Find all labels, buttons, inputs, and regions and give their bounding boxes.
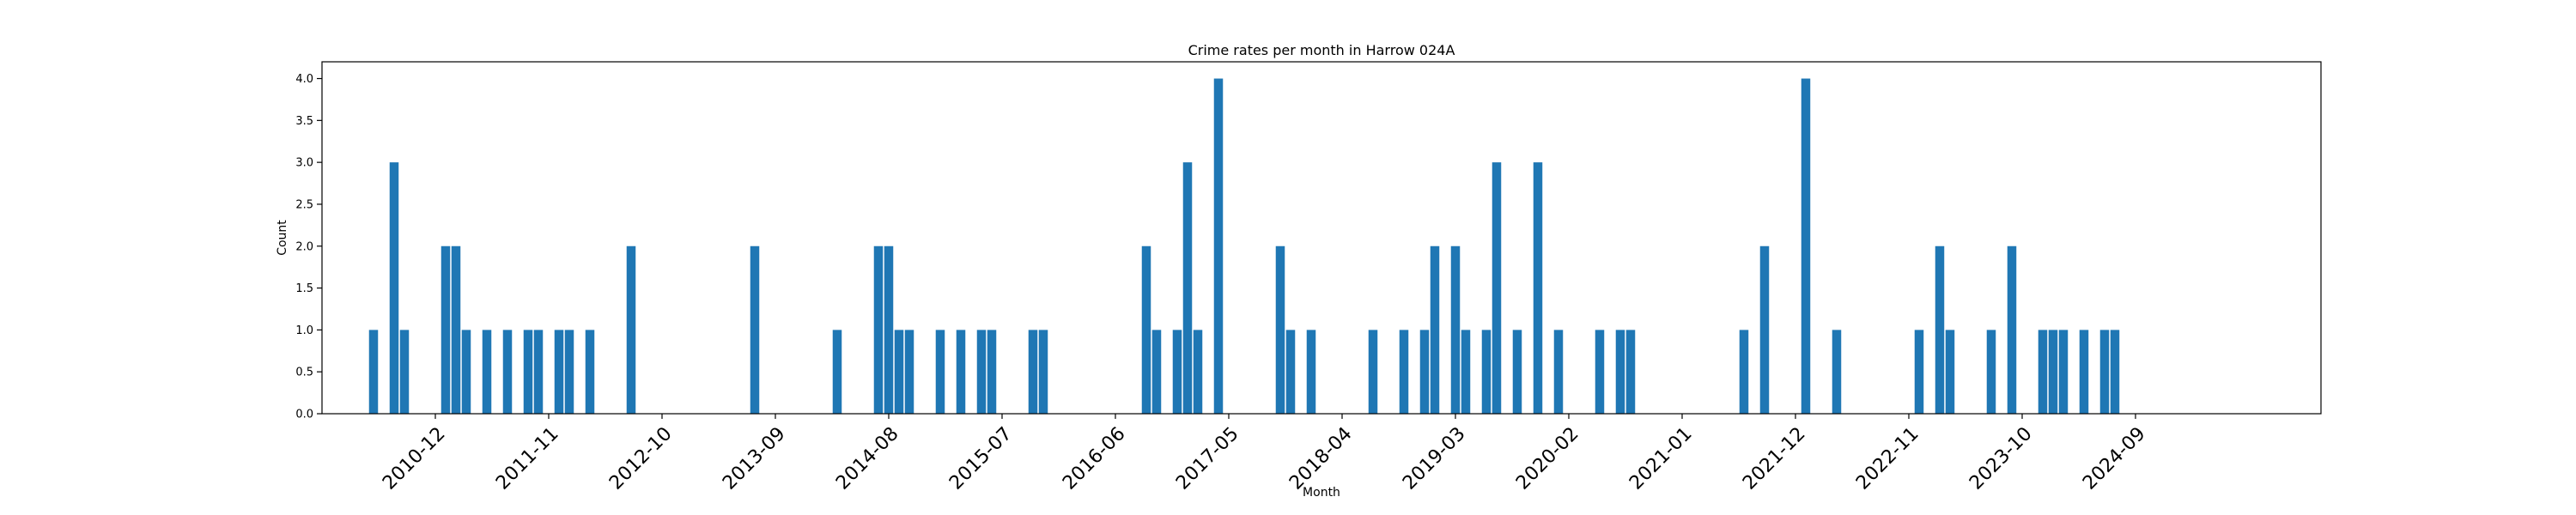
y-tick-label: 3.0 [295,157,313,170]
bar-2011-10 [533,330,544,414]
chart-title: Crime rates per month in Harrow 024A [1188,42,1455,58]
x-tick-label: 2011-11 [492,423,563,494]
x-tick-label: 2021-12 [1739,423,1810,494]
bar-2011-03 [461,330,471,414]
bar-2014-07 [873,245,884,414]
x-tick-label: 2016-06 [1059,423,1130,494]
x-tick-label: 2022-11 [1852,423,1923,494]
bar-2018-10 [1399,330,1409,414]
x-tick-label: 2012-10 [605,423,677,494]
bar-2022-01 [1801,78,1811,415]
bar-2023-12 [2038,330,2048,414]
x-tick-label: 2020-02 [1512,423,1583,494]
y-tick-label: 3.5 [295,115,313,128]
x-tick-label: 2023-10 [1965,423,2037,494]
bar-2018-01 [1306,330,1316,414]
bar-2022-04 [1832,330,1842,414]
bar-2014-10 [904,330,914,414]
bar-2022-12 [1914,330,1924,414]
bars [368,78,2120,415]
x-axis-ticks: 2010-12 2011-11 2012-10 2013-09 2014-08 2015-… [379,414,2150,494]
bar-2017-04 [1213,78,1224,415]
plot-frame [321,61,2322,415]
bar-2015-01 [935,330,945,414]
bar-2019-04 [1461,330,1471,414]
bar-2015-10 [1028,330,1038,414]
bar-2010-08 [389,162,399,414]
bar-2023-09 [2007,245,2017,414]
bar-2024-02 [2058,330,2069,414]
bar-2011-02 [451,245,461,414]
y-tick-label: 1.0 [295,324,313,337]
x-tick-label: 2013-09 [719,423,790,494]
x-tick-label: 2010-12 [379,423,450,494]
bar-2021-07 [1739,330,1749,414]
y-axis-ticks: 0.0 0.5 1.0 1.5 2.0 2.5 3.0 3.5 4.0 [295,73,322,421]
bar-2023-02 [1935,245,1945,414]
bar-2024-06 [2099,330,2110,414]
y-axis-label: Count [276,220,289,256]
x-tick-label: 2015-07 [945,423,1017,494]
bar-2015-11 [1038,330,1048,414]
bar-2016-12 [1172,330,1182,414]
bar-2015-06 [987,330,997,414]
bar-2019-01 [1430,245,1440,414]
bar-2017-10 [1275,245,1285,414]
bar-2018-07 [1368,330,1378,414]
y-tick-label: 0.0 [295,409,313,421]
x-tick-label: 2019-03 [1399,423,1470,494]
bar-2011-01 [440,245,451,414]
x-tick-label: 2021-01 [1625,423,1697,494]
bar-2020-07 [1615,330,1625,414]
bar-2018-12 [1419,330,1430,414]
bar-2014-09 [894,330,904,414]
y-tick-label: 1.5 [295,282,313,295]
bar-2019-11 [1533,162,1543,414]
bar-2011-09 [523,330,533,414]
bar-2010-06 [368,330,379,414]
bar-2017-01 [1182,162,1193,414]
bar-2024-04 [2079,330,2089,414]
bar-2020-08 [1625,330,1636,414]
bar-2010-09 [399,330,410,414]
bar-2019-03 [1450,245,1461,414]
bar-2020-05 [1595,330,1605,414]
y-tick-label: 2.0 [295,240,313,253]
bar-2013-07 [750,245,760,414]
bar-2021-09 [1759,245,1770,414]
bar-2015-03 [956,330,966,414]
x-tick-label: 2017-05 [1172,423,1243,494]
bar-2019-06 [1481,330,1492,414]
bar-2012-01 [564,330,574,414]
bar-2012-07 [626,245,636,414]
bar-2016-10 [1151,330,1162,414]
bar-2019-09 [1512,330,1522,414]
x-tick-label: 2018-04 [1285,423,1357,494]
bar-2024-01 [2048,330,2058,414]
x-axis-label: Month [1303,486,1340,500]
bar-2015-05 [976,330,987,414]
x-tick-label: 2014-08 [832,423,903,494]
bar-2017-11 [1285,330,1296,414]
x-tick-label: 2024-09 [2079,423,2150,494]
bar-2012-03 [585,330,595,414]
y-tick-label: 0.5 [295,367,313,379]
bar-2016-09 [1141,245,1151,414]
bar-2023-03 [1945,330,1955,414]
y-tick-label: 2.5 [295,198,313,211]
bar-2011-12 [554,330,564,414]
bar-2011-07 [502,330,513,414]
bar-2019-07 [1492,162,1502,414]
bar-2014-08 [884,245,894,414]
bar-2017-02 [1193,330,1203,414]
y-tick-label: 4.0 [295,73,313,86]
bar-2023-07 [1986,330,1996,414]
bar-2020-01 [1553,330,1564,414]
bar-2014-03 [832,330,842,414]
bar-2024-07 [2110,330,2120,414]
bar-2011-05 [482,330,492,414]
